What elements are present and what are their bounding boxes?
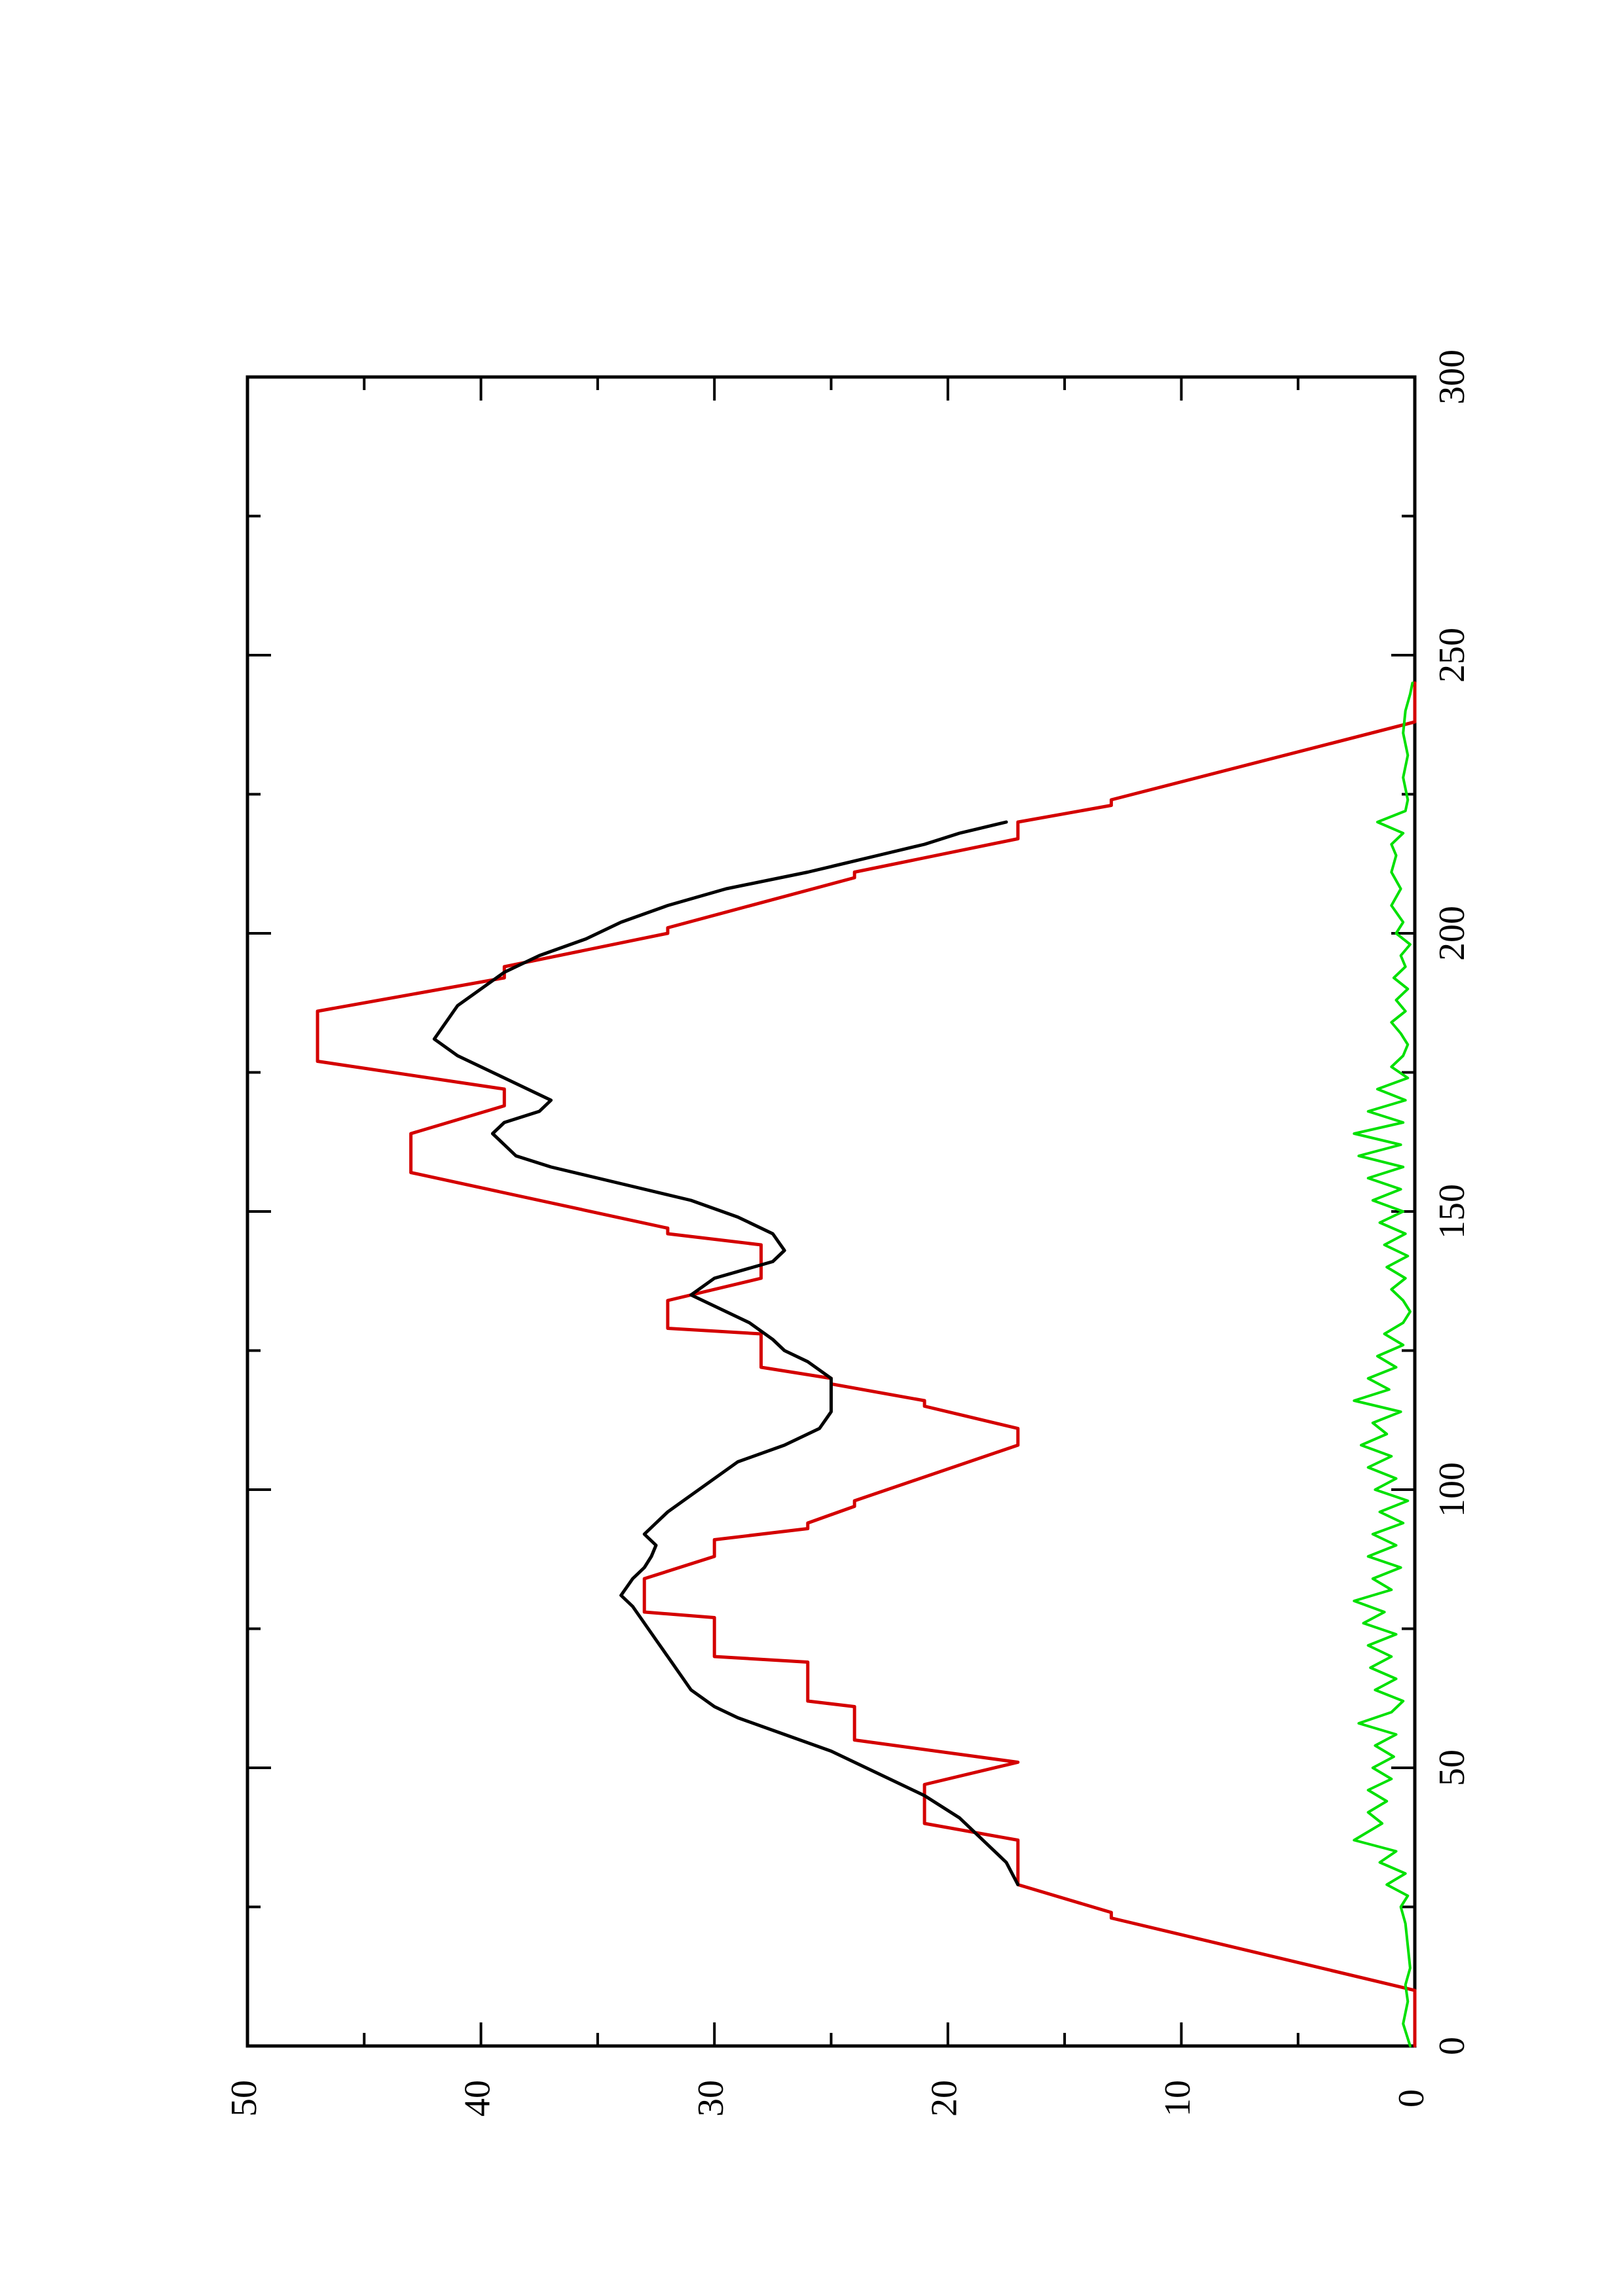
x-tick-label: 250 <box>1432 628 1472 683</box>
y-tick-label: 40 <box>457 2080 498 2117</box>
y-tick-label: 30 <box>691 2080 731 2117</box>
x-tick-label: 300 <box>1432 350 1472 404</box>
x-tick-label: 100 <box>1432 1462 1472 1517</box>
red-series-line <box>316 681 1417 2048</box>
x-tick-label: 200 <box>1432 906 1472 961</box>
x-tick-label: 0 <box>1432 2037 1472 2055</box>
green-series-line <box>1353 681 1414 2047</box>
x-tick-label: 50 <box>1432 1749 1472 1786</box>
plot-frame <box>246 375 1417 2048</box>
series-layer <box>316 681 1417 2048</box>
ticks <box>246 376 1416 2047</box>
y-tick-label: 0 <box>1391 2089 1432 2108</box>
tick-labels: 0 50 100 150 200 250 300 0 10 20 30 40 50 <box>224 350 1472 2117</box>
black-series-line <box>432 820 1020 1886</box>
y-tick-label: 10 <box>1158 2080 1198 2117</box>
y-tick-label: 50 <box>224 2080 264 2117</box>
y-tick-label: 20 <box>924 2080 965 2117</box>
x-tick-label: 150 <box>1432 1184 1472 1239</box>
